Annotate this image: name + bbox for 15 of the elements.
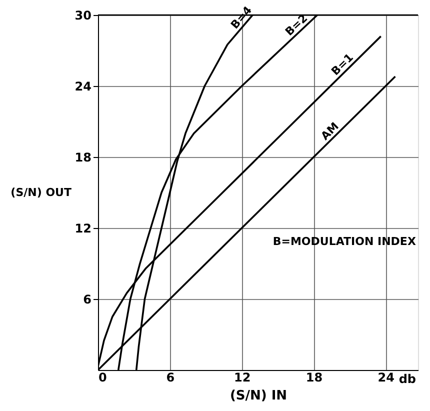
x-tick-label: 18 <box>306 370 323 384</box>
x-axis-title: (S/N) IN <box>230 388 288 404</box>
x-tick-label: 6 <box>166 370 175 384</box>
x-tick-label: 12 <box>234 370 251 384</box>
x-tick-label: 24 <box>378 370 394 384</box>
y-tick-label: 30 <box>74 8 92 22</box>
x-tick-label: 0 <box>98 370 107 384</box>
text: AM <box>318 120 342 143</box>
y-tick-label: 12 <box>74 222 92 236</box>
annotation: B=MODULATION INDEX <box>272 235 416 248</box>
y-tick-label: 6 <box>83 292 92 306</box>
y-axis-title: (S/N) OUT <box>10 186 72 199</box>
y-tick-label: 24 <box>74 80 92 94</box>
text: db <box>398 372 416 386</box>
y-tick-label: 18 <box>74 150 92 164</box>
